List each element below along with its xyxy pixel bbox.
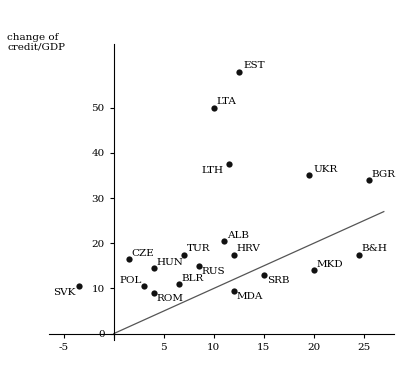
Point [305,172,311,178]
Text: ALB: ALB [226,231,248,240]
Point [175,281,181,287]
Point [230,252,237,258]
Text: UKR: UKR [313,165,337,174]
Point [210,105,217,111]
Text: ROM: ROM [156,294,183,303]
Point [195,263,202,269]
Point [180,252,187,258]
Point [125,256,132,262]
Text: CZE: CZE [131,249,154,258]
Text: MKD: MKD [316,260,343,269]
Text: B&H: B&H [361,244,387,253]
Text: EST: EST [243,61,265,70]
Text: MDA: MDA [236,292,262,301]
Text: HRV: HRV [236,244,260,253]
Text: LTA: LTA [216,97,236,106]
Point [355,252,361,258]
Text: change of
credit/GDP: change of credit/GDP [7,33,65,52]
Point [260,272,266,278]
Point [75,283,82,289]
Point [150,265,157,271]
Text: SRB: SRB [266,276,289,285]
Text: BGR: BGR [371,169,395,179]
Point [310,268,316,273]
Text: SVK: SVK [53,289,76,297]
Point [225,161,231,167]
Point [220,238,226,244]
Text: HUN: HUN [156,258,183,267]
Point [140,283,147,289]
Text: POL: POL [119,276,141,285]
Text: RUS: RUS [201,267,225,276]
Text: TUR: TUR [186,244,210,253]
Point [364,177,371,183]
Point [230,288,237,294]
Text: BLR: BLR [181,273,203,283]
Point [235,68,241,74]
Text: LTH: LTH [201,165,223,175]
Point [150,290,157,296]
